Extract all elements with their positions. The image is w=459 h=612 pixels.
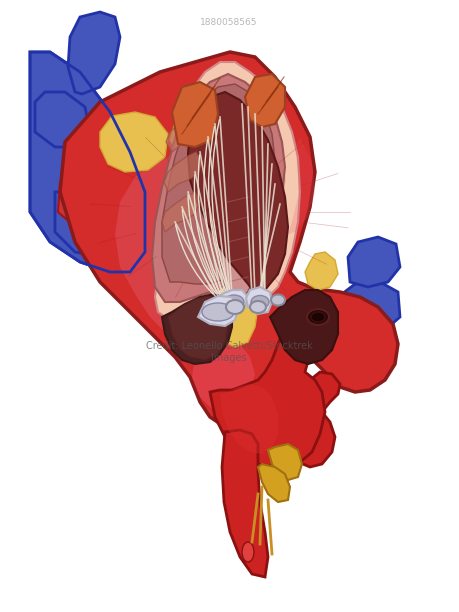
Polygon shape — [68, 12, 120, 94]
Polygon shape — [100, 112, 168, 172]
Polygon shape — [285, 294, 325, 350]
Ellipse shape — [250, 301, 266, 313]
Ellipse shape — [251, 296, 269, 308]
Polygon shape — [55, 192, 110, 257]
Polygon shape — [245, 74, 285, 127]
Polygon shape — [178, 147, 200, 252]
Text: Credit: Leonello Calvetti/Stocktrek
Images: Credit: Leonello Calvetti/Stocktrek Imag… — [146, 341, 313, 363]
Polygon shape — [162, 294, 232, 364]
Polygon shape — [222, 430, 268, 577]
Polygon shape — [305, 252, 338, 290]
Polygon shape — [338, 282, 400, 332]
Polygon shape — [275, 372, 340, 467]
Polygon shape — [35, 92, 90, 147]
Ellipse shape — [226, 300, 244, 314]
Polygon shape — [268, 444, 302, 480]
Polygon shape — [188, 92, 288, 302]
Polygon shape — [60, 52, 398, 427]
Polygon shape — [210, 300, 325, 467]
Polygon shape — [258, 464, 290, 502]
Polygon shape — [162, 84, 275, 284]
Polygon shape — [166, 112, 204, 152]
Ellipse shape — [271, 294, 285, 305]
Polygon shape — [348, 237, 400, 287]
Polygon shape — [220, 290, 248, 312]
Polygon shape — [170, 114, 225, 160]
Polygon shape — [168, 296, 228, 360]
Ellipse shape — [242, 542, 254, 562]
Polygon shape — [218, 187, 258, 304]
Ellipse shape — [311, 312, 325, 322]
Polygon shape — [220, 384, 278, 454]
Polygon shape — [192, 337, 255, 417]
Ellipse shape — [307, 309, 329, 325]
Polygon shape — [288, 137, 315, 234]
Polygon shape — [115, 157, 180, 332]
Polygon shape — [164, 152, 202, 192]
Text: 1880058565: 1880058565 — [200, 18, 258, 26]
Polygon shape — [172, 82, 218, 147]
Polygon shape — [215, 277, 258, 347]
Ellipse shape — [224, 295, 244, 309]
Polygon shape — [30, 52, 145, 272]
Polygon shape — [162, 192, 200, 232]
Polygon shape — [246, 287, 272, 314]
Polygon shape — [155, 62, 300, 317]
Polygon shape — [152, 74, 285, 302]
Polygon shape — [58, 177, 84, 224]
Polygon shape — [198, 296, 238, 326]
Ellipse shape — [202, 303, 234, 321]
Polygon shape — [158, 76, 284, 294]
Polygon shape — [270, 290, 338, 364]
